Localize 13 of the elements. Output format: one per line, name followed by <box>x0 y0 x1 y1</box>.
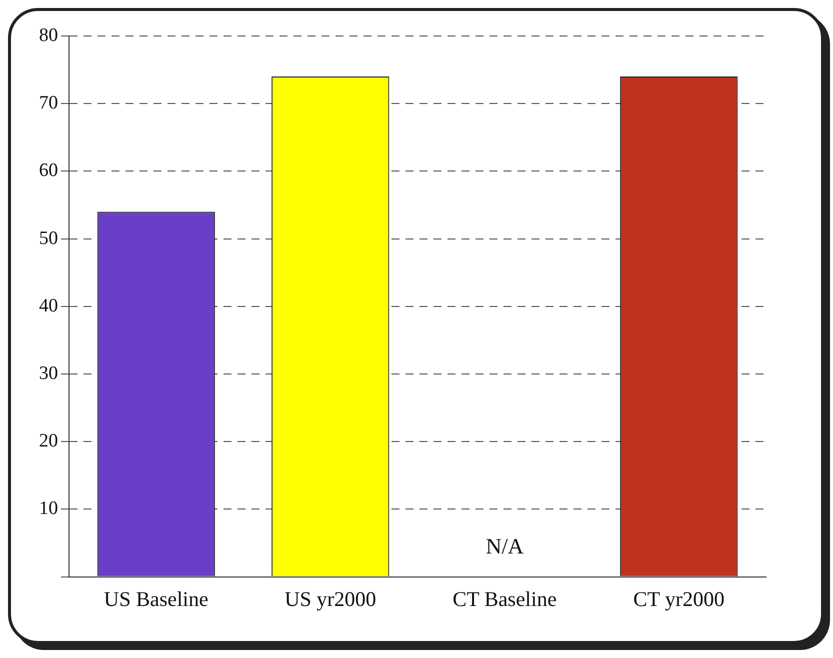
y-tick-label: 70 <box>39 92 58 114</box>
x-tick-label: US yr2000 <box>284 586 376 611</box>
x-tick-label: CT Baseline <box>452 586 557 611</box>
y-tick-label: 80 <box>39 24 58 46</box>
x-tick-label: US Baseline <box>104 586 208 611</box>
x-tick-label: CT yr2000 <box>633 586 724 611</box>
y-tick-label: 10 <box>39 498 58 520</box>
y-tick-label: 50 <box>39 228 58 249</box>
y-tick-label: 60 <box>39 160 58 182</box>
y-tick-label: 40 <box>39 295 58 316</box>
annotation: N/A <box>486 534 524 559</box>
y-tick-label: 20 <box>39 430 58 452</box>
y-tick-label: 30 <box>39 362 58 384</box>
